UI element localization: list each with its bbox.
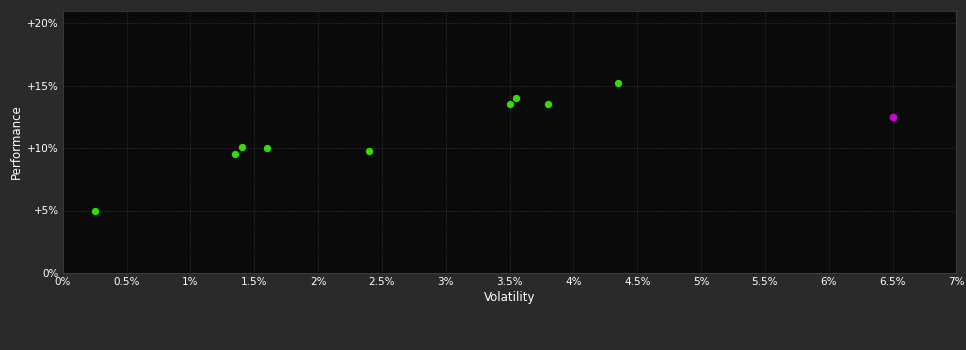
Point [502, 102, 518, 107]
Point [227, 152, 242, 157]
X-axis label: Volatility: Volatility [484, 291, 535, 304]
Point [611, 80, 626, 86]
Point [259, 145, 274, 151]
Point [87, 208, 102, 213]
Point [508, 95, 524, 101]
Point [361, 148, 377, 153]
Y-axis label: Performance: Performance [10, 104, 23, 179]
Point [234, 144, 249, 149]
Point [885, 114, 900, 120]
Point [540, 102, 555, 107]
